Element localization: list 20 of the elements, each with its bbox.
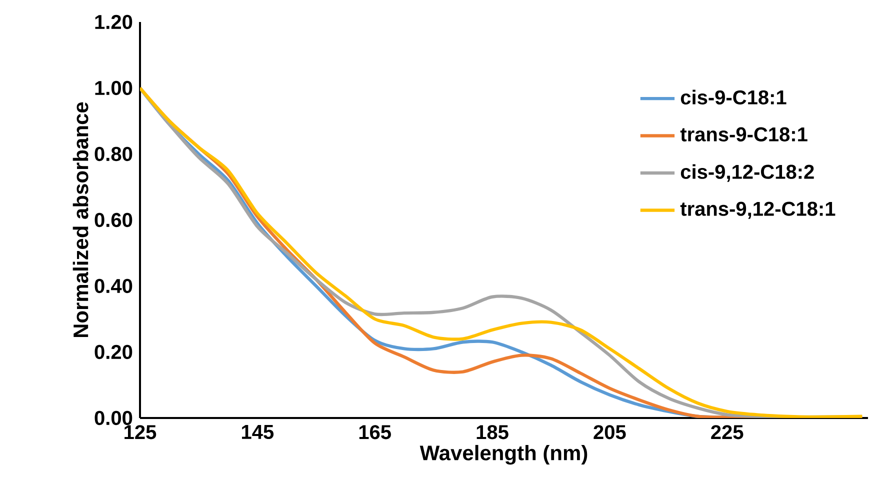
line-series bbox=[140, 86, 864, 418]
x-tick-label: 225 bbox=[711, 425, 744, 440]
y-tick-label: 0.80 bbox=[94, 146, 132, 162]
y-tick-label: 0.40 bbox=[94, 278, 132, 294]
legend-label: trans-9-C18:1 bbox=[680, 127, 808, 142]
x-tick-label: 145 bbox=[242, 425, 274, 440]
legend-label: cis-9,12-C18:2 bbox=[680, 164, 814, 182]
legend-label: cis-9-C18:1 bbox=[680, 90, 786, 104]
x-tick-label: 185 bbox=[476, 425, 508, 440]
y-tick-label: 0.00 bbox=[94, 410, 132, 426]
legend-label: trans-9,12-C18:1 bbox=[680, 202, 836, 219]
x-tick-label: 125 bbox=[124, 425, 156, 440]
x-axis-title: Wavelength (nm) bbox=[420, 444, 588, 465]
y-axis-title: Normalized absorbance bbox=[72, 102, 88, 338]
y-tick-label: 0.60 bbox=[94, 212, 132, 228]
y-tick-label: 1.00 bbox=[95, 80, 132, 96]
y-tick-label: 0.20 bbox=[94, 344, 132, 360]
x-tick-label: 205 bbox=[594, 425, 626, 440]
y-tick-label: 1.20 bbox=[95, 14, 132, 30]
x-tick-label: 165 bbox=[359, 425, 391, 440]
